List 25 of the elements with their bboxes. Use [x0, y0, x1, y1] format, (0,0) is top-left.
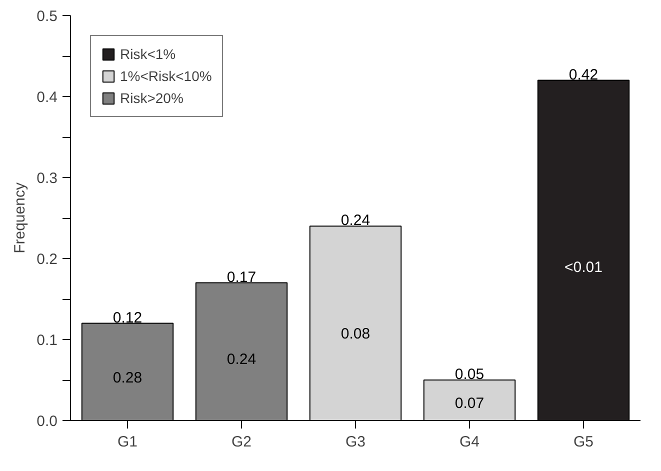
legend-label: Risk>20% — [120, 90, 184, 106]
y-axis-title: Frequency — [12, 182, 29, 254]
data-label: 0.17 — [226, 268, 256, 286]
y-tick-label: 0.4 — [36, 89, 58, 106]
legend-label: Risk<1% — [120, 46, 176, 62]
y-tick-label: 0.1 — [36, 332, 58, 349]
y-tick-label: 0.0 — [36, 413, 58, 430]
x-tick-label: G1 — [117, 434, 138, 450]
x-tick-label: G2 — [231, 434, 252, 450]
y-tick-label: 0.2 — [36, 251, 58, 268]
annotation: 0.08 — [340, 326, 370, 343]
data-label: 0.24 — [340, 212, 370, 230]
y-tick-label: 0.3 — [36, 170, 58, 187]
x-tick-label: G4 — [459, 434, 480, 450]
y-tick-label: 0.5 — [36, 8, 58, 25]
data-label: 0.12 — [112, 309, 142, 326]
annotation: 0.28 — [112, 369, 142, 386]
x-tick-label: G3 — [345, 434, 366, 450]
data-label: 0.05 — [454, 366, 484, 383]
legend-label: 1%<Risk<10% — [120, 68, 212, 84]
data-label: 0.42 — [568, 66, 598, 84]
annotation: 0.24 — [226, 351, 256, 368]
annotation: <0.01 — [564, 258, 602, 276]
x-tick-label: G5 — [573, 434, 594, 450]
annotation: 0.07 — [454, 394, 484, 412]
